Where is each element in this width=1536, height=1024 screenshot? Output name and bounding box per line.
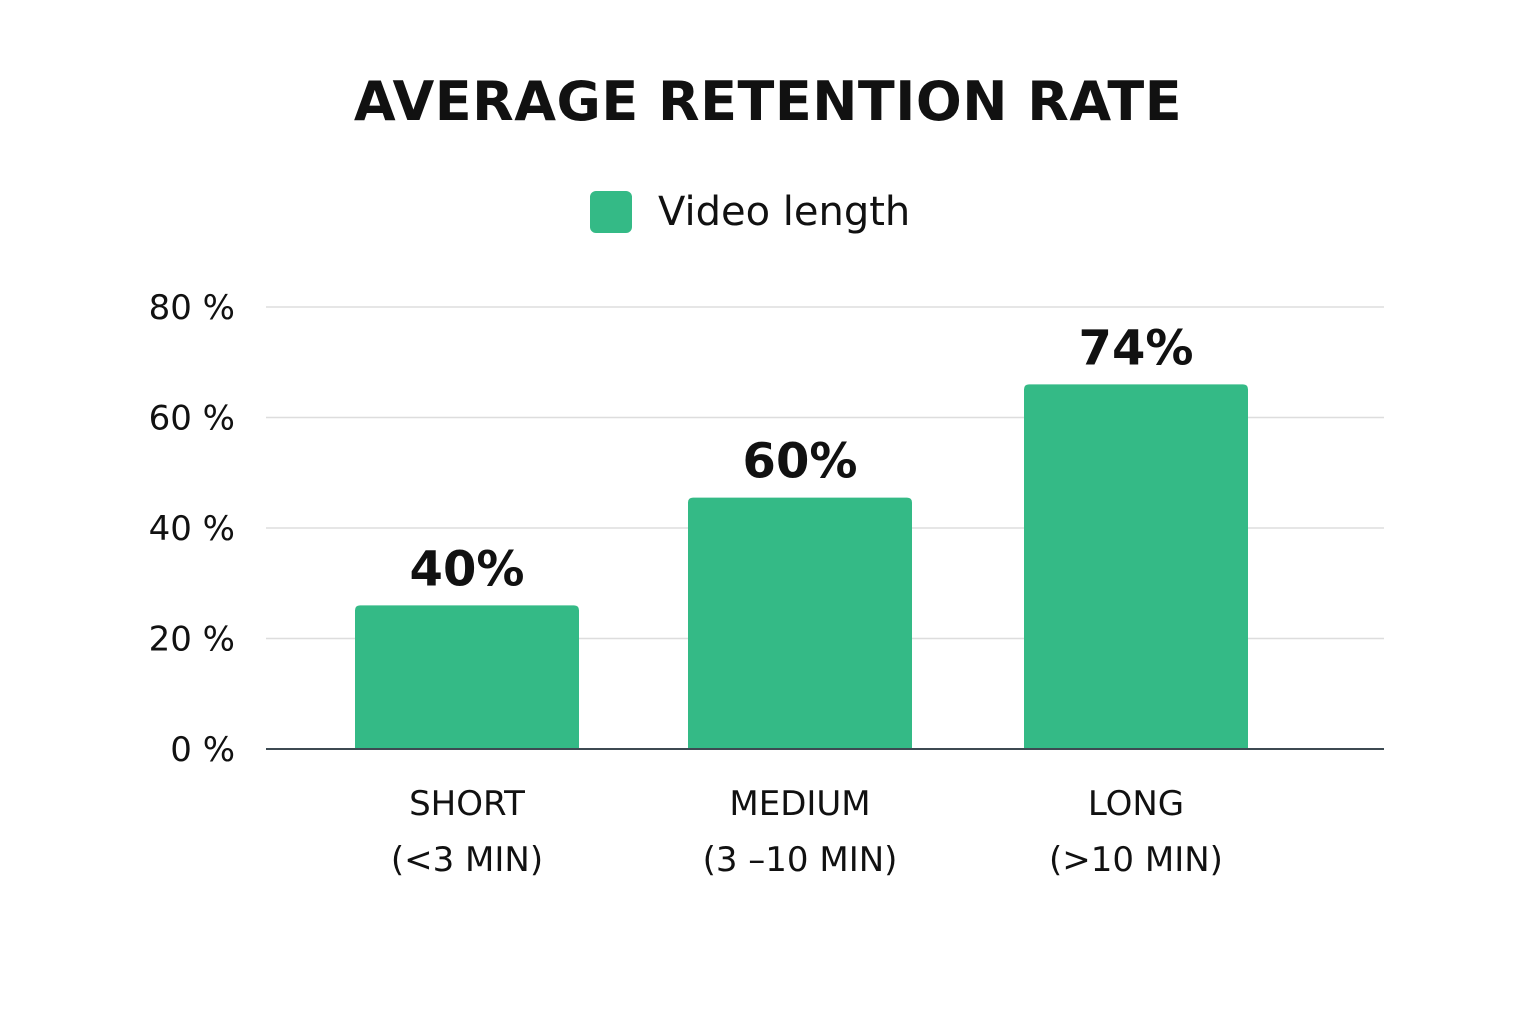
y-tick-label: 40 % bbox=[149, 509, 235, 549]
x-tick-label: MEDIUM bbox=[729, 784, 870, 824]
x-axis-ticks: SHORT (<3 MIN) MEDIUM (3 –10 MIN) LONG (>10 M… bbox=[391, 784, 1223, 880]
bar bbox=[688, 498, 912, 749]
x-tick-label: SHORT bbox=[409, 784, 525, 824]
x-tick-label: (<3 MIN) bbox=[391, 840, 543, 880]
y-tick-label: 60 % bbox=[149, 399, 235, 439]
y-tick-label: 80 % bbox=[149, 288, 235, 328]
data-label: 74% bbox=[1079, 320, 1194, 376]
x-tick-label: (3 –10 MIN) bbox=[703, 840, 898, 880]
bar bbox=[355, 605, 579, 749]
y-tick-label: 20 % bbox=[149, 620, 235, 660]
data-label: 40% bbox=[410, 541, 525, 597]
y-tick-label: 0 % bbox=[170, 730, 235, 770]
y-axis-ticks: 0 % 20 % 40 % 60 % 80 % bbox=[149, 288, 235, 770]
data-label: 60% bbox=[743, 434, 858, 490]
x-tick-label: LONG bbox=[1088, 784, 1184, 824]
bar bbox=[1024, 384, 1248, 749]
x-tick-label: (>10 MIN) bbox=[1049, 840, 1223, 880]
